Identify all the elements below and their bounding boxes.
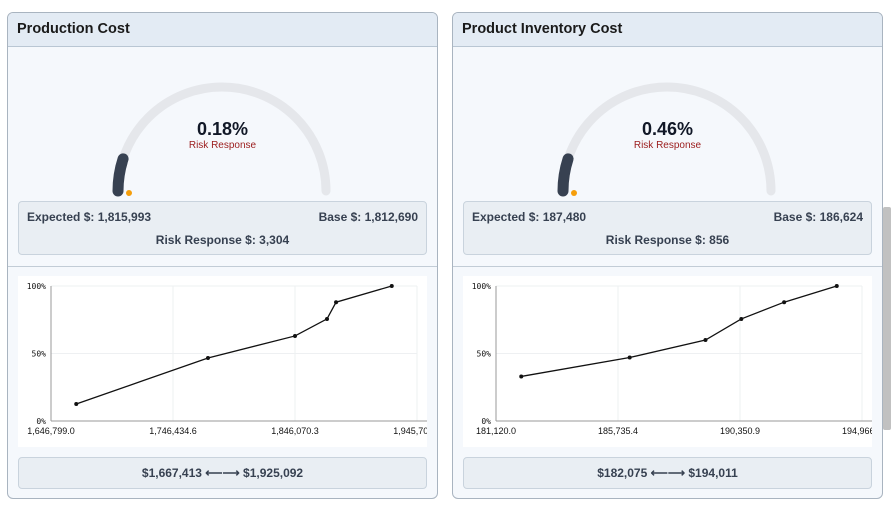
gauge-track — [558, 82, 776, 196]
base-value: Base $: 1,812,690 — [318, 210, 418, 224]
x-tick-label: 1,846,070.3 — [271, 426, 319, 436]
divider — [8, 266, 437, 267]
range-min: $182,075 — [597, 466, 648, 480]
cumulative-chart: 1,646,799.0 1,746,434.6 1,846,070.3 1,945,7… — [18, 276, 427, 447]
gauge-label: Risk Response — [633, 140, 702, 151]
data-point — [703, 338, 708, 342]
range-box: $182,075 ⟵⟶ $194,011 — [463, 457, 872, 489]
data-point — [292, 333, 297, 338]
data-point — [834, 284, 839, 288]
series-line — [521, 285, 837, 378]
risk-response-value: Risk Response $: 856 — [605, 233, 730, 247]
gauge-marker — [571, 190, 577, 196]
summary-box: Expected $: 1,815,993 Base $: 1,812,690 … — [18, 201, 427, 255]
gauge-track — [113, 82, 331, 196]
series-line — [76, 285, 392, 405]
y-tick-label: 100% — [27, 282, 46, 291]
data-point — [627, 355, 632, 360]
y-tick-label: 50% — [477, 350, 492, 359]
x-tick-label: 185,735.4 — [598, 426, 638, 436]
gauge-fill — [112, 153, 129, 197]
risk-response-value: Risk Response $: 3,304 — [155, 233, 290, 247]
data-point — [205, 355, 210, 360]
risk-gauge — [112, 82, 331, 197]
y-tick-label: 50% — [32, 350, 47, 359]
gauge-fill — [557, 153, 574, 197]
base-value: Base $: 186,624 — [773, 210, 863, 224]
data-point — [324, 316, 329, 321]
data-point — [739, 316, 744, 321]
expected-value: Expected $: 187,480 — [472, 210, 587, 224]
gauge-marker — [126, 190, 132, 196]
panel-title: Production Cost — [8, 13, 437, 47]
cumulative-chart: 181,120.0 185,735.4 190,350.9 194,966.3 0% 50… — [463, 276, 872, 447]
data-point — [389, 284, 394, 288]
gauge-label: Risk Response — [188, 140, 257, 151]
range-arrow-icon: ⟵⟶ — [650, 466, 686, 480]
product-inventory-cost-panel: Product Inventory Cost 0.46% Risk Respon… — [452, 12, 883, 499]
x-tick-label: 1,746,434.6 — [149, 426, 197, 436]
range-box: $1,667,413 ⟵⟶ $1,925,092 — [18, 457, 427, 489]
panel-title: Product Inventory Cost — [453, 13, 882, 47]
divider — [453, 266, 882, 267]
summary-box: Expected $: 187,480 Base $: 186,624 Risk… — [463, 201, 872, 255]
production-cost-panel: Production Cost 0.18% Risk Response Expe… — [7, 12, 438, 499]
gauge-percent: 0.18% — [196, 119, 249, 139]
scrollbar-thumb[interactable] — [883, 207, 891, 430]
data-point — [74, 401, 79, 406]
expected-value: Expected $: 1,815,993 — [27, 210, 152, 224]
data-point — [519, 374, 524, 379]
y-tick-label: 0% — [36, 417, 46, 426]
data-point — [782, 300, 787, 305]
y-tick-label: 0% — [481, 417, 491, 426]
range-max: $1,925,092 — [243, 466, 304, 480]
data-point — [334, 300, 339, 305]
gauge-percent: 0.46% — [641, 119, 694, 139]
range-arrow-icon: ⟵⟶ — [205, 466, 240, 480]
y-tick-label: 100% — [472, 282, 491, 291]
x-tick-label: 1,945,705.9 — [393, 426, 427, 436]
x-tick-label: 1,646,799.0 — [27, 426, 75, 436]
range-min: $1,667,413 — [141, 466, 202, 480]
x-tick-label: 194,966.3 — [842, 426, 872, 436]
range-max: $194,011 — [688, 466, 738, 480]
risk-gauge — [557, 82, 776, 197]
x-tick-label: 181,120.0 — [476, 426, 516, 436]
x-tick-label: 190,350.9 — [720, 426, 760, 436]
